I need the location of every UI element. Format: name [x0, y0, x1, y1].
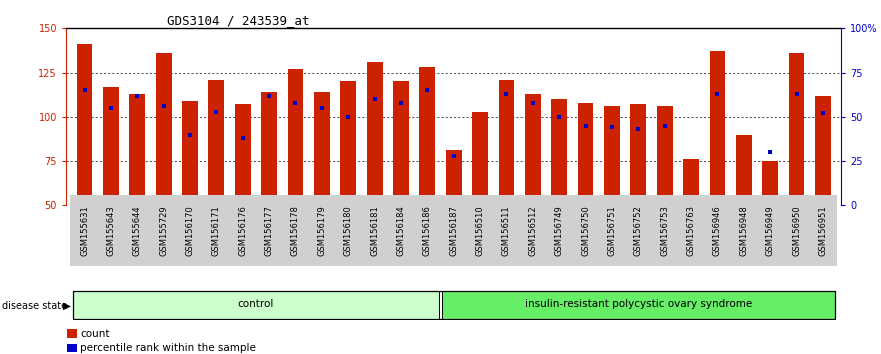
- Bar: [393, 81, 409, 205]
- Text: GSM156177: GSM156177: [264, 205, 274, 256]
- Text: percentile rank within the sample: percentile rank within the sample: [80, 343, 256, 353]
- Text: GSM156763: GSM156763: [686, 205, 695, 256]
- Bar: [366, 62, 382, 205]
- Bar: [446, 150, 462, 205]
- Bar: [631, 104, 647, 205]
- Bar: [314, 92, 329, 205]
- Bar: [67, 329, 77, 338]
- Text: GSM156949: GSM156949: [766, 205, 774, 256]
- Text: count: count: [80, 329, 109, 339]
- Text: ▶: ▶: [63, 301, 70, 311]
- Text: GSM156752: GSM156752: [633, 205, 643, 256]
- Bar: [419, 67, 435, 205]
- Text: GSM156750: GSM156750: [581, 205, 590, 256]
- Text: GSM156749: GSM156749: [555, 205, 564, 256]
- Text: GSM156170: GSM156170: [186, 205, 195, 256]
- Text: control: control: [238, 299, 274, 309]
- Text: GSM155643: GSM155643: [107, 205, 115, 256]
- Bar: [656, 106, 672, 205]
- Bar: [683, 159, 699, 205]
- Text: GSM156187: GSM156187: [449, 205, 458, 256]
- Text: GSM156510: GSM156510: [476, 205, 485, 256]
- Text: GSM156180: GSM156180: [344, 205, 352, 256]
- Bar: [499, 80, 515, 205]
- Text: GSM156176: GSM156176: [238, 205, 248, 256]
- Text: GSM156948: GSM156948: [739, 205, 748, 256]
- Bar: [762, 161, 778, 205]
- Bar: [709, 51, 725, 205]
- Text: disease state: disease state: [2, 301, 67, 311]
- Text: GSM155729: GSM155729: [159, 205, 168, 256]
- Text: GSM156179: GSM156179: [317, 205, 326, 256]
- Text: GSM156184: GSM156184: [396, 205, 405, 256]
- Bar: [578, 103, 594, 205]
- Text: GSM156753: GSM156753: [660, 205, 670, 256]
- Bar: [287, 69, 303, 205]
- FancyBboxPatch shape: [442, 291, 835, 319]
- Text: GSM156511: GSM156511: [502, 205, 511, 256]
- Bar: [340, 81, 356, 205]
- Bar: [525, 94, 541, 205]
- Bar: [261, 92, 277, 205]
- Text: GSM156951: GSM156951: [818, 205, 827, 256]
- Bar: [130, 94, 145, 205]
- Text: GSM155631: GSM155631: [80, 205, 89, 256]
- Text: insulin-resistant polycystic ovary syndrome: insulin-resistant polycystic ovary syndr…: [525, 299, 751, 309]
- Text: GSM156950: GSM156950: [792, 205, 801, 256]
- Text: GSM156181: GSM156181: [370, 205, 379, 256]
- Text: GDS3104 / 243539_at: GDS3104 / 243539_at: [167, 14, 309, 27]
- Bar: [472, 112, 488, 205]
- Bar: [815, 96, 831, 205]
- Bar: [736, 135, 751, 205]
- Text: GSM155644: GSM155644: [133, 205, 142, 256]
- Bar: [77, 44, 93, 205]
- Text: GSM156171: GSM156171: [212, 205, 221, 256]
- Text: GSM156512: GSM156512: [529, 205, 537, 256]
- Bar: [788, 53, 804, 205]
- Text: GSM156178: GSM156178: [291, 205, 300, 256]
- Bar: [67, 344, 77, 352]
- FancyBboxPatch shape: [72, 291, 440, 319]
- Bar: [209, 80, 225, 205]
- Bar: [182, 101, 198, 205]
- Bar: [235, 104, 251, 205]
- Text: GSM156186: GSM156186: [423, 205, 432, 256]
- Text: GSM156946: GSM156946: [713, 205, 722, 256]
- Bar: [552, 99, 567, 205]
- Text: GSM156751: GSM156751: [607, 205, 617, 256]
- Bar: [604, 106, 620, 205]
- Bar: [103, 87, 119, 205]
- Bar: [156, 53, 172, 205]
